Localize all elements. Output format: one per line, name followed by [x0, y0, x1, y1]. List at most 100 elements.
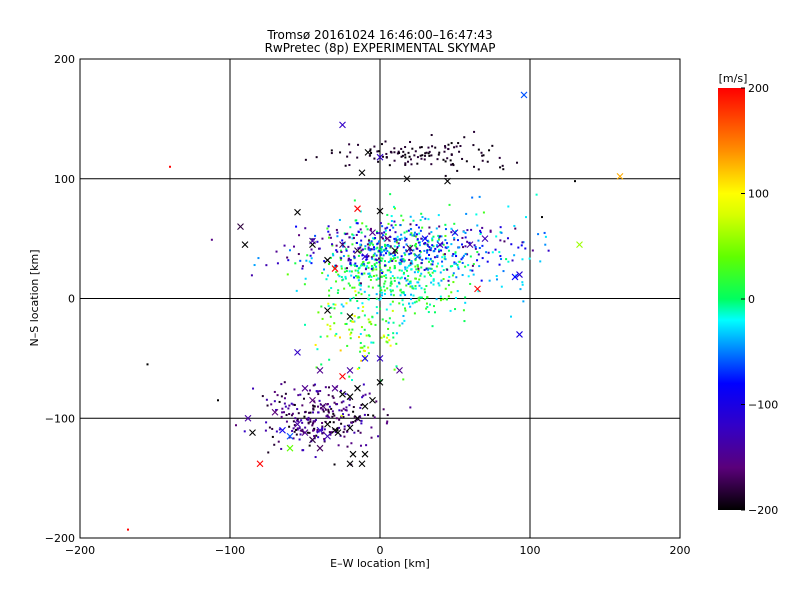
dot-marker — [342, 431, 345, 434]
dot-marker — [332, 412, 335, 415]
dot-marker — [388, 317, 391, 320]
dot-marker — [387, 321, 390, 324]
dot-marker — [323, 437, 326, 440]
dot-marker — [406, 278, 409, 281]
dot-marker — [370, 241, 373, 244]
dot-marker — [408, 252, 411, 255]
dot-marker — [333, 414, 336, 417]
cross-marker — [286, 432, 294, 440]
dot-marker — [425, 302, 428, 305]
dot-marker — [359, 228, 362, 231]
dot-marker — [350, 331, 353, 334]
dot-marker — [444, 223, 447, 226]
y-tick-label: 200 — [54, 53, 75, 66]
dot-marker — [385, 340, 388, 343]
dot-marker — [437, 238, 440, 241]
dot-marker — [310, 248, 313, 251]
dot-marker — [328, 294, 331, 297]
dot-marker — [338, 409, 341, 412]
dot-marker — [308, 444, 311, 447]
cross-marker — [414, 253, 421, 260]
cross-marker — [316, 366, 324, 374]
dot-marker — [446, 242, 449, 245]
cross-marker — [324, 432, 331, 440]
dot-marker — [417, 265, 420, 268]
dot-marker — [444, 234, 447, 237]
dot-marker — [393, 151, 396, 154]
dot-marker — [416, 162, 419, 165]
dot-marker — [404, 268, 407, 271]
dot-marker — [444, 174, 447, 177]
dot-marker — [416, 238, 419, 241]
dot-marker — [500, 285, 503, 288]
dot-marker — [395, 342, 398, 345]
dot-marker — [335, 249, 338, 252]
dot-marker — [321, 272, 324, 275]
dot-marker — [280, 415, 283, 418]
dot-marker — [370, 240, 373, 243]
dot-marker — [426, 305, 429, 308]
dot-marker — [477, 168, 480, 171]
dot-marker — [361, 346, 364, 349]
dot-marker — [414, 259, 417, 262]
dot-marker — [465, 160, 468, 163]
dot-marker — [399, 261, 402, 264]
dot-marker — [323, 260, 326, 263]
colorbar-tick-label: 200 — [748, 82, 769, 95]
cross-marker — [391, 247, 399, 254]
dot-marker — [321, 428, 324, 431]
dot-marker — [344, 267, 347, 270]
dot-marker — [357, 291, 360, 294]
dot-marker — [368, 335, 371, 338]
dot-marker — [423, 275, 426, 278]
dot-marker — [461, 243, 464, 246]
dot-marker — [464, 236, 467, 239]
dot-marker — [362, 383, 365, 386]
dot-marker — [464, 253, 467, 256]
dot-marker — [368, 261, 371, 264]
dot-marker — [328, 358, 331, 361]
dot-marker — [316, 348, 319, 351]
cross-marker — [316, 444, 324, 452]
dot-marker — [363, 345, 366, 348]
dot-marker — [333, 307, 336, 310]
dot-marker — [405, 230, 408, 233]
dot-marker — [433, 249, 436, 252]
dot-marker — [376, 246, 379, 249]
dot-marker — [276, 262, 279, 265]
dot-marker — [394, 259, 397, 262]
dot-marker — [369, 227, 372, 230]
colorbar-tick-label: 100 — [748, 188, 769, 201]
dot-marker — [375, 247, 378, 250]
dot-marker — [367, 246, 370, 249]
dot-marker — [481, 226, 484, 229]
dot-marker — [371, 257, 374, 260]
dot-marker — [494, 248, 497, 251]
dot-marker — [411, 262, 414, 265]
dot-marker — [457, 265, 460, 268]
dot-marker — [427, 267, 430, 270]
dot-marker — [299, 433, 302, 436]
dot-marker — [360, 422, 363, 425]
dot-marker — [323, 439, 326, 442]
dot-marker — [367, 318, 370, 321]
dot-marker — [429, 257, 432, 260]
dot-marker — [329, 325, 332, 328]
dot-marker — [522, 241, 525, 244]
dot-marker — [292, 403, 295, 406]
dot-marker — [340, 389, 343, 392]
dot-marker — [361, 254, 364, 257]
dot-marker — [392, 226, 395, 229]
dot-marker — [340, 303, 343, 306]
dot-marker — [320, 305, 323, 308]
dot-marker — [437, 214, 440, 217]
dot-marker — [325, 278, 328, 281]
dot-marker — [394, 237, 397, 240]
dot-marker — [396, 285, 399, 288]
dot-marker — [424, 242, 427, 245]
dot-marker — [365, 255, 368, 258]
dot-marker — [447, 279, 450, 282]
dot-marker — [379, 291, 382, 294]
dot-marker — [398, 152, 401, 155]
cross-marker — [339, 241, 346, 249]
